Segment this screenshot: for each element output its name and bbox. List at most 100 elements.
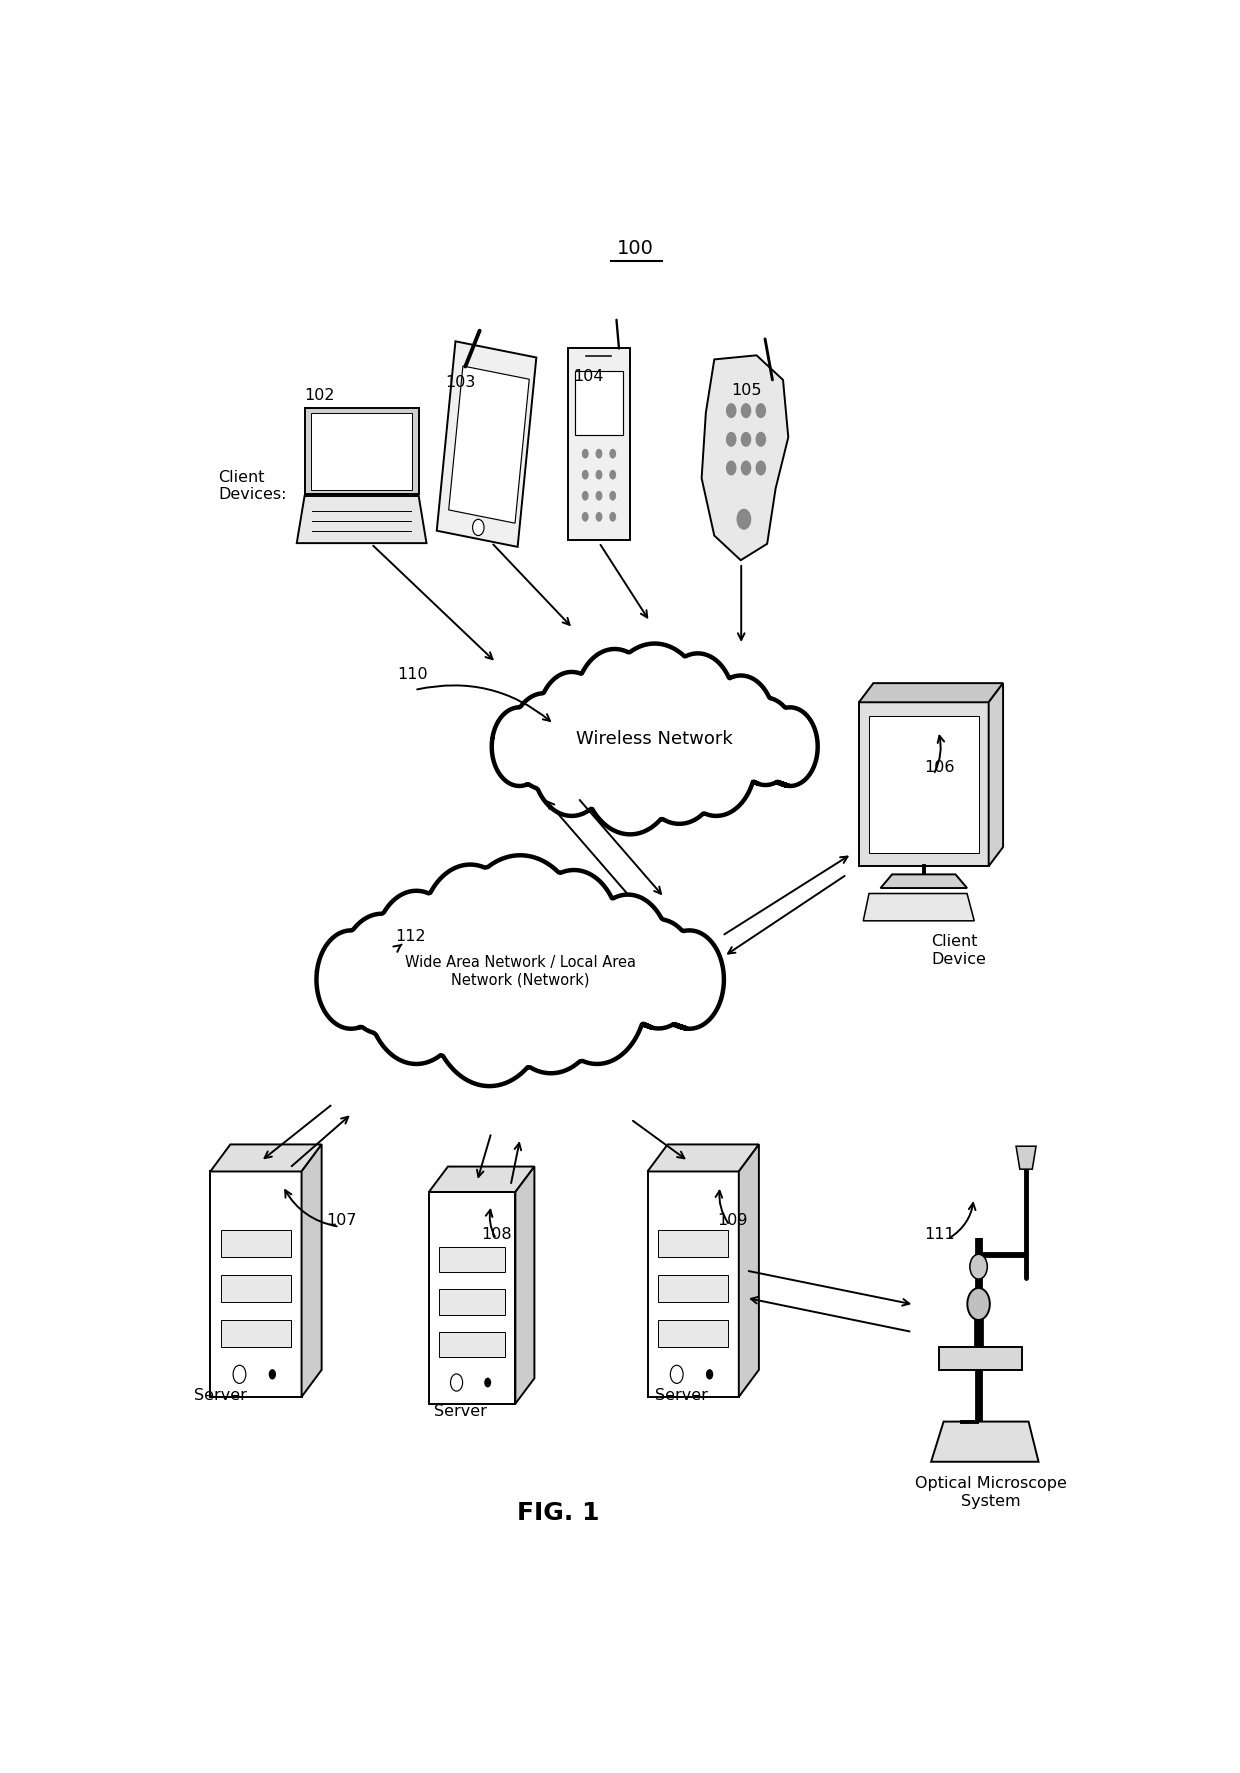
Circle shape xyxy=(601,644,708,798)
Text: 107: 107 xyxy=(326,1213,357,1227)
Polygon shape xyxy=(305,410,419,495)
Polygon shape xyxy=(301,1145,321,1397)
Text: 104: 104 xyxy=(573,369,604,385)
Text: 112: 112 xyxy=(396,929,425,943)
Circle shape xyxy=(676,702,756,816)
Circle shape xyxy=(472,519,484,535)
Circle shape xyxy=(706,1369,713,1379)
Circle shape xyxy=(492,707,547,787)
Bar xyxy=(221,1321,290,1347)
Circle shape xyxy=(510,693,578,791)
Circle shape xyxy=(585,895,670,1016)
Circle shape xyxy=(538,672,605,769)
Circle shape xyxy=(609,512,616,523)
Text: 108: 108 xyxy=(481,1227,512,1241)
Circle shape xyxy=(582,470,589,480)
Circle shape xyxy=(420,865,521,1007)
Text: 103: 103 xyxy=(445,374,476,390)
Circle shape xyxy=(595,470,603,480)
Bar xyxy=(439,1289,505,1316)
Circle shape xyxy=(269,1369,277,1379)
Polygon shape xyxy=(516,1167,534,1404)
Circle shape xyxy=(450,1374,463,1392)
Polygon shape xyxy=(988,684,1003,867)
Polygon shape xyxy=(647,1172,739,1397)
Polygon shape xyxy=(702,356,789,560)
Polygon shape xyxy=(647,1145,759,1172)
Circle shape xyxy=(340,915,424,1034)
Polygon shape xyxy=(568,349,630,541)
Circle shape xyxy=(967,1289,990,1321)
Polygon shape xyxy=(429,1191,516,1404)
Circle shape xyxy=(374,892,459,1011)
Circle shape xyxy=(725,433,737,447)
Text: 110: 110 xyxy=(397,667,428,681)
Circle shape xyxy=(740,461,751,477)
Circle shape xyxy=(755,433,766,447)
Polygon shape xyxy=(859,702,988,867)
Circle shape xyxy=(734,699,796,785)
Circle shape xyxy=(609,470,616,480)
Text: 105: 105 xyxy=(732,383,763,397)
Text: Client
Device: Client Device xyxy=(931,934,986,966)
Polygon shape xyxy=(311,413,412,491)
Bar xyxy=(658,1275,728,1303)
Circle shape xyxy=(707,676,775,773)
Circle shape xyxy=(595,512,603,523)
Circle shape xyxy=(575,649,655,762)
Circle shape xyxy=(755,404,766,418)
Text: Wide Area Network / Local Area
Network (Network): Wide Area Network / Local Area Network (… xyxy=(404,954,636,986)
Polygon shape xyxy=(211,1145,321,1172)
Text: Server: Server xyxy=(434,1402,487,1418)
Polygon shape xyxy=(869,716,978,853)
Circle shape xyxy=(233,1365,246,1383)
Circle shape xyxy=(655,931,724,1028)
Text: Server: Server xyxy=(655,1386,708,1402)
Circle shape xyxy=(725,404,737,418)
Text: 100: 100 xyxy=(618,239,653,257)
Circle shape xyxy=(367,922,466,1064)
Circle shape xyxy=(547,922,647,1064)
Text: Server: Server xyxy=(193,1386,247,1402)
Circle shape xyxy=(609,450,616,459)
Circle shape xyxy=(316,931,386,1028)
Circle shape xyxy=(453,856,588,1046)
Polygon shape xyxy=(449,367,529,523)
Polygon shape xyxy=(429,1167,534,1191)
Polygon shape xyxy=(316,856,724,1087)
Circle shape xyxy=(582,491,589,502)
Circle shape xyxy=(671,1365,683,1383)
Polygon shape xyxy=(939,1347,1022,1371)
Circle shape xyxy=(428,911,551,1087)
Circle shape xyxy=(661,654,734,759)
Circle shape xyxy=(737,509,751,530)
Circle shape xyxy=(580,695,680,835)
Circle shape xyxy=(636,702,723,824)
Text: Optical Microscope
System: Optical Microscope System xyxy=(915,1475,1066,1509)
Text: 109: 109 xyxy=(717,1213,748,1227)
Circle shape xyxy=(755,461,766,477)
Circle shape xyxy=(497,920,605,1074)
Polygon shape xyxy=(880,874,967,888)
Circle shape xyxy=(620,920,697,1028)
Polygon shape xyxy=(492,644,817,835)
Polygon shape xyxy=(211,1172,301,1397)
Polygon shape xyxy=(296,496,427,544)
Polygon shape xyxy=(436,342,537,548)
Circle shape xyxy=(532,702,611,816)
Polygon shape xyxy=(1016,1147,1037,1170)
Polygon shape xyxy=(739,1145,759,1397)
Circle shape xyxy=(763,707,817,787)
Text: Wireless Network: Wireless Network xyxy=(577,729,733,748)
Circle shape xyxy=(582,512,589,523)
Bar xyxy=(221,1275,290,1303)
Text: FIG. 1: FIG. 1 xyxy=(517,1500,600,1525)
Bar xyxy=(658,1230,728,1257)
Text: 106: 106 xyxy=(924,759,955,775)
Circle shape xyxy=(740,404,751,418)
Circle shape xyxy=(528,871,620,1002)
Circle shape xyxy=(740,433,751,447)
Polygon shape xyxy=(859,684,1003,702)
Text: Client
Devices:: Client Devices: xyxy=(218,470,286,502)
Circle shape xyxy=(595,491,603,502)
